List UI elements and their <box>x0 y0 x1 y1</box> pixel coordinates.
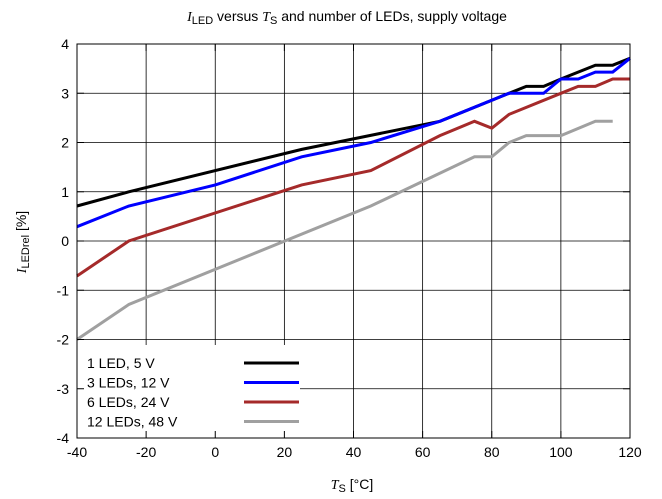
y-tick-label: -1 <box>57 282 70 298</box>
x-tick-label: 100 <box>549 444 573 460</box>
ylabel-sub: LEDrel <box>20 235 32 269</box>
x-tick-label: 80 <box>484 444 500 460</box>
x-tick-label: 0 <box>211 444 219 460</box>
series-line-1 <box>76 56 631 208</box>
title-var2: T <box>262 10 271 25</box>
legend-label: 3 LEDs, 12 V <box>87 375 170 391</box>
series-line-2 <box>76 57 631 229</box>
title-mid: versus <box>213 8 262 24</box>
xlabel-unit: [°C] <box>346 476 373 492</box>
y-axis-label: ILEDrel [%] <box>13 211 32 274</box>
title-sub2: S <box>270 15 277 27</box>
y-tick-label: 1 <box>61 184 69 200</box>
series-line-4 <box>76 119 613 341</box>
ylabel-var: I <box>15 267 30 274</box>
ylabel-unit: [%] <box>13 211 29 235</box>
y-tick-labels: -4 -3 -2 -1 0 1 2 3 4 <box>57 36 70 446</box>
x-tick-label: -20 <box>136 444 156 460</box>
title-rest: and number of LEDs, supply voltage <box>277 8 507 24</box>
x-tick-label: 60 <box>415 444 431 460</box>
legend-label: 6 LEDs, 24 V <box>87 394 170 410</box>
xlabel-var: T <box>331 478 340 493</box>
xlabel-sub: S <box>339 483 346 495</box>
x-tick-label: 120 <box>618 444 642 460</box>
legend-label: 12 LEDs, 48 V <box>87 414 178 430</box>
y-tick-label: -2 <box>57 332 70 348</box>
title-var: I <box>186 10 193 25</box>
x-tick-labels: -40 -20 0 20 40 60 80 100 120 <box>67 444 642 460</box>
x-tick-label: -40 <box>67 444 87 460</box>
x-axis-label: TS [°C] <box>331 476 374 495</box>
y-tick-label: 2 <box>61 135 69 151</box>
series-line-3 <box>76 77 630 278</box>
y-tick-label: 3 <box>61 85 69 101</box>
legend-label: 1 LED, 5 V <box>87 355 155 371</box>
title-sub: LED <box>192 15 213 27</box>
x-tick-label: 20 <box>277 444 293 460</box>
y-tick-label: -3 <box>57 381 70 397</box>
legend: 1 LED, 5 V 3 LEDs, 12 V 6 LEDs, 24 V 12 LED… <box>78 345 300 437</box>
y-tick-label: -4 <box>57 430 70 446</box>
y-tick-label: 4 <box>61 36 69 52</box>
series-lines <box>76 56 631 341</box>
chart-title: ILED versus TS and number of LEDs, suppl… <box>186 8 507 27</box>
tick-marks <box>76 43 631 439</box>
x-tick-label: 40 <box>346 444 362 460</box>
y-tick-label: 0 <box>61 233 69 249</box>
